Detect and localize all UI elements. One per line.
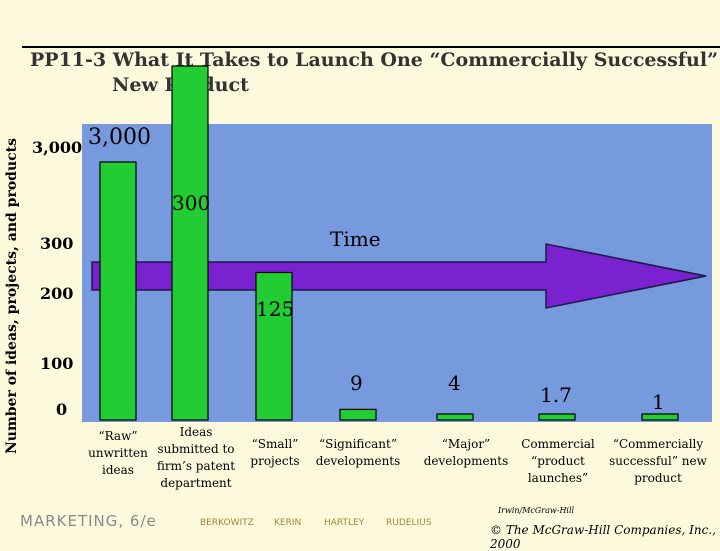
category-label-2: Ideas submitted to firm’s patent departm… xyxy=(156,425,236,490)
author-2: KERIN xyxy=(274,518,302,528)
footer-book-title: MARKETING, 6/e xyxy=(20,512,157,530)
time-arrow-label: Time xyxy=(330,227,381,251)
author-4: RUDELIUS xyxy=(386,518,432,528)
author-3: HARTLEY xyxy=(324,518,365,528)
y-tick-1: 0 xyxy=(56,400,68,419)
category-label-4: “Significant” developments xyxy=(315,437,401,468)
bar-1 xyxy=(99,161,137,421)
bar-2 xyxy=(171,65,209,421)
bar-value-label-2: 300 xyxy=(172,191,210,215)
bar-value-label-7: 1 xyxy=(652,390,665,414)
bar-value-label-3: 125 xyxy=(256,297,294,321)
bar-6 xyxy=(538,413,576,421)
copyright: © The McGraw-Hill Companies, Inc., 2000 xyxy=(490,523,716,551)
y-tick-2: 100 xyxy=(40,354,74,373)
category-label-6: Commercial “product launches” xyxy=(521,437,595,485)
bar-3 xyxy=(255,271,293,421)
category-label-5: “Major” developments xyxy=(423,437,509,468)
y-tick-5: 3,000 xyxy=(32,138,83,157)
bar-value-label-6: 1.7 xyxy=(540,383,572,407)
time-arrow xyxy=(91,243,707,309)
bar-4 xyxy=(339,408,377,421)
bar-5 xyxy=(436,413,474,421)
bar-value-label-4: 9 xyxy=(350,371,363,395)
bar-7 xyxy=(641,413,679,421)
bar-value-label-1: 3,000 xyxy=(88,125,151,150)
y-tick-4: 300 xyxy=(40,234,74,253)
category-label-7: “Commercially successful” new product xyxy=(609,437,707,485)
author-1: BERKOWITZ xyxy=(200,518,254,528)
category-label-1: “Raw” unwritten ideas xyxy=(88,429,148,477)
publisher: Irwin/McGraw-Hill xyxy=(498,506,575,515)
category-label-3: “Small” projects xyxy=(250,437,300,468)
title-rule xyxy=(22,46,720,48)
bar-value-label-5: 4 xyxy=(448,371,461,395)
y-tick-3: 200 xyxy=(40,284,74,303)
